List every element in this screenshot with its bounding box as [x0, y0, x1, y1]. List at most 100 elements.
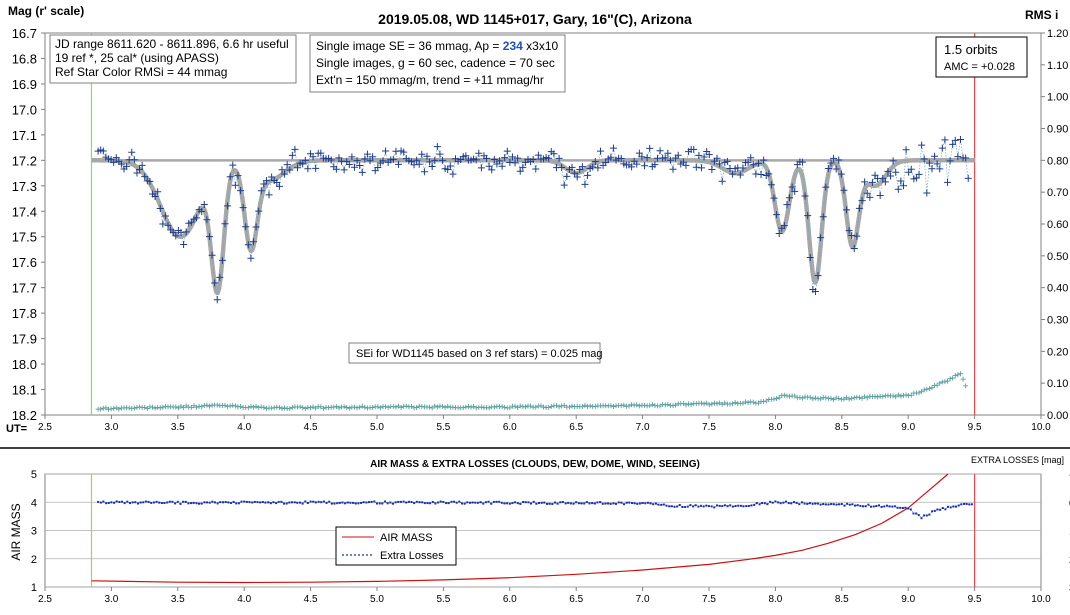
extra-losses-point	[644, 502, 646, 504]
extra-losses-point	[294, 501, 296, 503]
extra-losses-point	[408, 501, 410, 503]
extra-losses-point	[923, 514, 925, 516]
extra-losses-point	[230, 502, 232, 504]
extra-losses-point	[788, 502, 790, 504]
amc-text: AMC = +0.028	[944, 61, 1015, 73]
extra-losses-point	[509, 503, 511, 505]
info-left-line-1: JD range 8611.620 - 8611.896, 6.6 hr use…	[55, 37, 289, 51]
top-y-tick-label: 17.7	[12, 281, 37, 296]
extra-losses-point	[581, 502, 583, 504]
extra-losses-point	[257, 501, 259, 503]
extra-losses-point	[658, 504, 660, 506]
top-x-tick-label: 8.5	[835, 422, 849, 433]
extra-losses-point	[679, 504, 681, 506]
extra-losses-point	[711, 505, 713, 507]
extra-losses-point	[238, 502, 240, 504]
extra-losses-point	[349, 502, 351, 504]
extra-losses-point	[586, 501, 588, 503]
top-x-axis-label: UT=	[6, 423, 27, 435]
extra-losses-point	[926, 515, 928, 517]
extra-losses-point	[883, 505, 885, 507]
extra-losses-point	[618, 501, 620, 503]
extra-losses-point	[456, 502, 458, 504]
extra-losses-point	[716, 504, 718, 506]
top-x-tick-label: 9.0	[901, 422, 915, 433]
extra-losses-point	[100, 502, 102, 504]
extra-losses-point	[352, 502, 354, 504]
extra-losses-point	[782, 502, 784, 504]
extra-losses-point	[634, 502, 636, 504]
bottom-y-axis-label: AIR MASS	[9, 503, 23, 560]
extra-losses-point	[148, 501, 150, 503]
info-box-mid: Single image SE = 36 mmag, Ap = 234 x3x1…	[310, 35, 565, 92]
extra-losses-point	[182, 501, 184, 503]
extra-losses-point	[442, 501, 444, 503]
extra-losses-point	[859, 505, 861, 507]
extra-losses-point	[960, 503, 962, 505]
top-y-tick-label: 18.1	[12, 383, 37, 398]
extra-losses-point	[596, 501, 598, 503]
bottom-x-tick-label: 10.0	[1031, 594, 1051, 605]
extra-losses-point	[185, 501, 187, 503]
extra-losses-point	[180, 503, 182, 505]
extra-losses-point	[323, 501, 325, 503]
extra-losses-point	[570, 502, 572, 504]
extra-losses-point	[604, 503, 606, 505]
top-x-tick-label: 4.0	[237, 422, 251, 433]
extra-losses-point	[689, 504, 691, 506]
extra-losses-point	[713, 506, 715, 508]
bottom-y-tick-label: 4	[31, 497, 37, 509]
extra-losses-point	[766, 503, 768, 505]
extra-losses-point	[745, 505, 747, 507]
extra-losses-point	[846, 503, 848, 505]
extra-losses-point	[549, 503, 551, 505]
extra-losses-point	[849, 504, 851, 506]
extra-losses-point	[203, 501, 205, 503]
extra-losses-point	[950, 506, 952, 508]
extra-losses-point	[687, 506, 689, 508]
extra-losses-point	[936, 509, 938, 511]
extra-losses-point	[177, 501, 179, 503]
extra-losses-point	[519, 503, 521, 505]
extra-losses-point	[777, 501, 779, 503]
bottom-x-tick-label: 6.0	[503, 594, 517, 605]
top-y2-tick-label: 1.10	[1047, 60, 1068, 72]
extra-losses-point	[355, 503, 357, 505]
extra-losses-point	[612, 502, 614, 504]
extra-losses-point	[336, 502, 338, 504]
top-y-tick-label: 17.9	[12, 332, 37, 347]
extra-losses-point	[272, 501, 274, 503]
top-x-tick-label: 4.5	[304, 422, 318, 433]
extra-losses-point	[419, 501, 421, 503]
extra-losses-point	[140, 502, 142, 504]
extra-losses-point	[209, 502, 211, 504]
extra-losses-point	[126, 501, 128, 503]
extra-losses-point	[785, 501, 787, 503]
extra-losses-point	[270, 502, 272, 504]
extra-losses-point	[365, 502, 367, 504]
extra-losses-point	[886, 505, 888, 507]
bottom-x-tick-label: 3.0	[104, 594, 118, 605]
bottom-y2-axis-label: EXTRA LOSSES [mag]	[971, 455, 1064, 465]
extra-losses-point	[514, 501, 516, 503]
top-y2-tick-label: 1.20	[1047, 28, 1068, 40]
extra-losses-point	[559, 501, 561, 503]
extra-losses-point	[543, 502, 545, 504]
top-x-tick-label: 8.0	[768, 422, 782, 433]
extra-losses-point	[429, 502, 431, 504]
extra-losses-point	[288, 502, 290, 504]
sei-annotation: SEi for WD1145 based on 3 ref stars) = 0…	[356, 348, 603, 360]
extra-losses-point	[312, 501, 314, 503]
extra-losses-point	[557, 503, 559, 505]
extra-losses-point	[857, 504, 859, 506]
extra-losses-point	[357, 502, 359, 504]
top-y2-tick-label: 0.20	[1047, 346, 1068, 358]
extra-losses-point	[214, 501, 216, 503]
top-chart-title: 2019.05.08, WD 1145+017, Gary, 16"(C), A…	[378, 11, 692, 27]
extra-losses-point	[376, 503, 378, 505]
extra-losses-point	[201, 503, 203, 505]
extra-losses-point	[551, 503, 553, 505]
aperture-value: 234	[503, 39, 523, 53]
extra-losses-point	[413, 502, 415, 504]
